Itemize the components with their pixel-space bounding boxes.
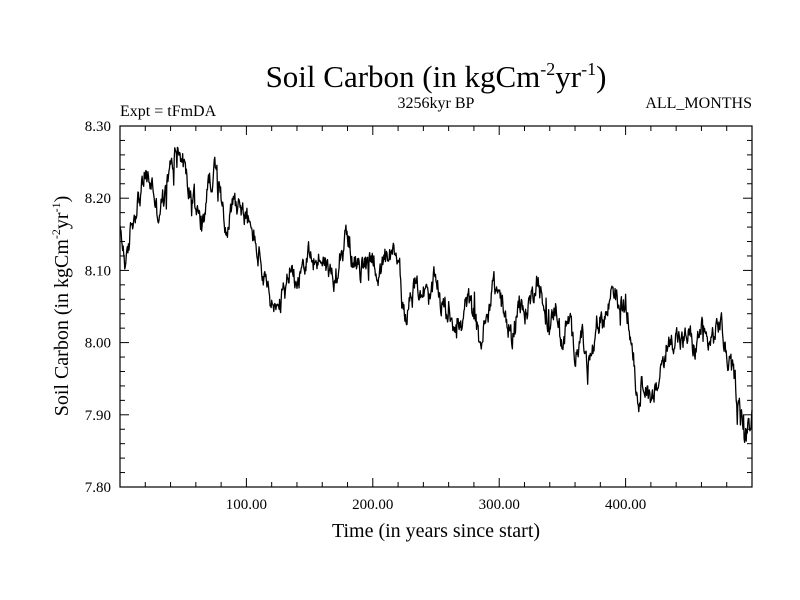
y-tick-label: 8.00	[85, 336, 111, 352]
y-tick-label: 8.10	[85, 263, 111, 279]
y-tick-label: 7.80	[85, 480, 111, 496]
chart-title: Soil Carbon (in kgCm-2yr-1)	[266, 59, 607, 94]
plot-frame	[119, 125, 753, 488]
x-tick-label: 100.00	[226, 497, 267, 513]
y-tick-label: 8.20	[85, 191, 111, 207]
y-tick-label: 8.30	[85, 119, 111, 135]
series-line-soil-carbon	[119, 146, 753, 444]
x-tick-label: 400.00	[605, 497, 646, 513]
x-tick-label: 200.00	[352, 497, 393, 513]
x-axis-label: Time (in years since start)	[332, 520, 540, 542]
x-axis-ticks: 100.00 200.00 300.00 400.00	[144, 126, 728, 513]
y-axis-label: Soil Carbon (in kgCm-2yr-1)	[49, 196, 73, 417]
experiment-label: Expt = tFmDA	[120, 103, 217, 120]
x-tick-label: 300.00	[479, 497, 520, 513]
period-label: 3256kyr BP	[398, 95, 475, 112]
y-axis-ticks: 7.80 7.90 8.00 8.10 8.20 8.30	[85, 119, 752, 496]
months-label: ALL_MONTHS	[645, 95, 752, 112]
y-tick-label: 7.90	[85, 408, 111, 424]
